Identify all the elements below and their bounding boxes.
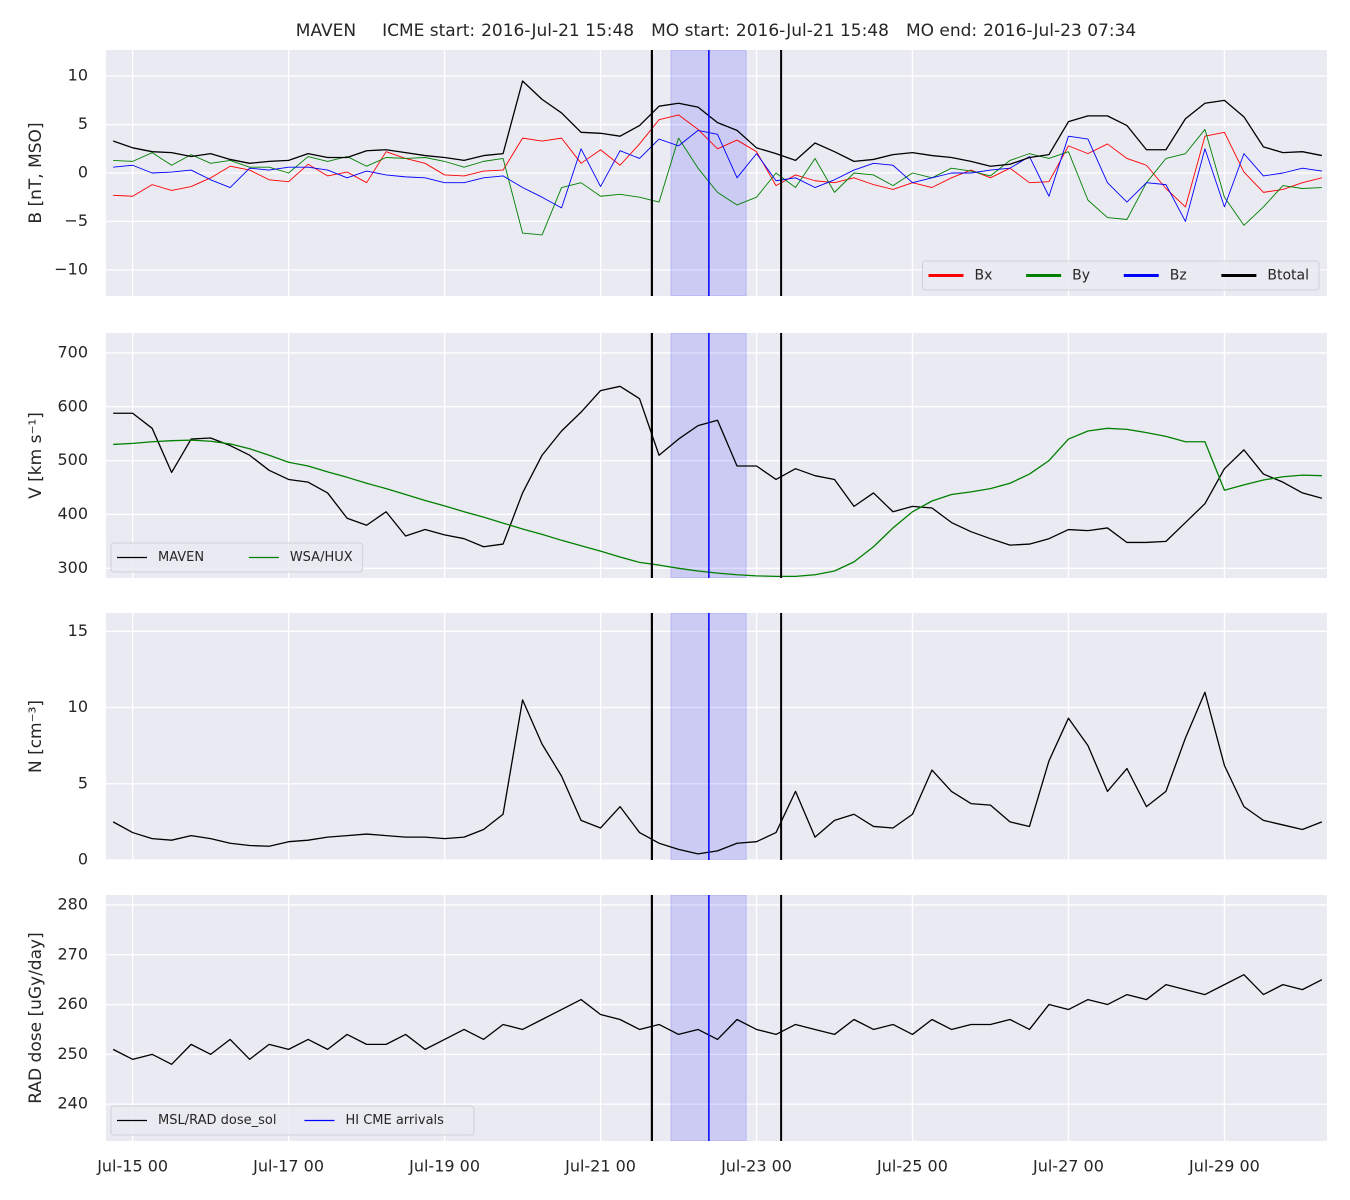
data-line (112, 974, 1323, 1065)
y-tick-label: 15 (68, 621, 88, 640)
y-tick-label: 240 (57, 1094, 88, 1113)
legend: Bx By Bz Btotal (922, 260, 1320, 291)
plot-background (106, 333, 1327, 578)
x-tick-label: Jul-23 00 (720, 1157, 792, 1176)
event-time: 2016-Jul-23 07:34 (983, 21, 1136, 41)
chart-title: MAVEN ICME start: 2016-Jul-21 15:48 MO star… (296, 21, 1136, 41)
plot-area (106, 50, 1327, 296)
y-tick-label: 270 (57, 944, 88, 963)
y-tick-label: 10 (68, 66, 88, 85)
data-line (113, 385, 1323, 548)
y-tick-label: 500 (57, 450, 88, 469)
data-line (113, 128, 1322, 236)
data-line (113, 129, 1322, 222)
x-tick-label: Jul-25 00 (876, 1157, 948, 1176)
legend-frame (922, 260, 1320, 291)
title-text: MAVEN (296, 21, 356, 41)
legend: MSL/RAD dose_sol HI CME arrivals (110, 1105, 475, 1136)
y-tick-label: 400 (57, 504, 88, 523)
panel: 0 5 10 15 N [cm⁻³] (26, 613, 1327, 869)
plot-area (106, 895, 1327, 1141)
legend-label: Bx (975, 268, 993, 284)
panel: −10 −5 0 5 10 B [nT, MSO] Bx By Bz Btotal (26, 50, 1327, 296)
panel: 240 250 260 270 280 RAD dose [uGy/day] Jul-15 … (26, 894, 1327, 1176)
x-tick-label: Jul-27 00 (1032, 1157, 1104, 1176)
y-tick-label: 5 (78, 114, 88, 133)
y-axis-label: N [cm⁻³] (26, 700, 46, 773)
legend-label: HI CME arrivals (345, 1113, 444, 1128)
y-tick-label: 0 (78, 850, 88, 869)
y-axis-label: B [nT, MSO] (26, 122, 46, 223)
legend: MAVEN WSA/HUX (110, 542, 364, 573)
legend-label: Btotal (1267, 268, 1309, 284)
y-tick-label: 260 (57, 994, 88, 1013)
panel: 300 400 500 600 700 V [km s⁻¹] MAVEN WSA/HUX (26, 333, 1327, 578)
y-tick-label: 10 (68, 697, 88, 716)
event-label: MO start: (651, 21, 730, 41)
event-time: 2016-Jul-21 15:48 (736, 21, 889, 41)
y-tick-label: −5 (64, 211, 88, 230)
legend-label: MSL/RAD dose_sol (158, 1113, 276, 1128)
legend-label: By (1072, 268, 1090, 284)
data-line (113, 427, 1322, 578)
y-axis-label: V [km s⁻¹] (26, 412, 46, 499)
y-tick-label: 700 (57, 342, 88, 361)
y-tick-label: 600 (57, 396, 88, 415)
y-tick-label: 280 (57, 894, 88, 913)
y-tick-label: 5 (78, 773, 88, 792)
y-tick-label: −10 (54, 259, 88, 278)
x-tick-label: Jul-17 00 (252, 1157, 324, 1176)
legend-label: MAVEN (158, 550, 204, 565)
x-tick-label: Jul-29 00 (1188, 1157, 1260, 1176)
plot-background (106, 895, 1327, 1141)
plot-background (106, 613, 1327, 860)
data-line (112, 691, 1323, 855)
x-tick-label: Jul-15 00 (96, 1157, 168, 1176)
event-label: MO end: (906, 21, 977, 41)
legend-label: Bz (1170, 268, 1187, 284)
plot-area (106, 333, 1327, 578)
data-line (112, 80, 1323, 167)
y-axis-label: RAD dose [uGy/day] (26, 932, 46, 1103)
y-tick-label: 0 (78, 163, 88, 182)
legend-frame (110, 542, 364, 573)
x-tick-label: Jul-19 00 (408, 1157, 480, 1176)
legend-label: WSA/HUX (290, 550, 353, 565)
plot-area (106, 613, 1327, 860)
x-tick-label: Jul-21 00 (564, 1157, 636, 1176)
y-tick-label: 300 (57, 558, 88, 577)
event-label: ICME start: (382, 21, 475, 41)
y-tick-label: 250 (57, 1044, 88, 1063)
event-time: 2016-Jul-21 15:48 (481, 21, 634, 41)
legend-frame (110, 1105, 475, 1136)
